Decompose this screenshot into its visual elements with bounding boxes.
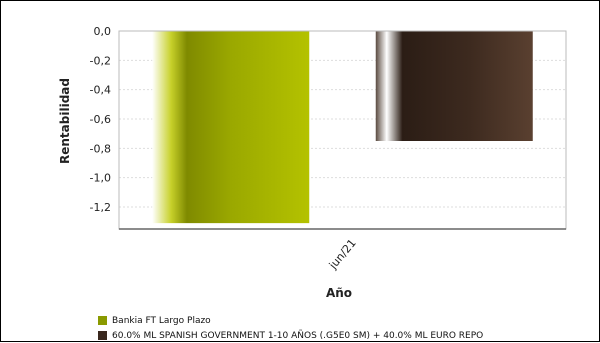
legend-item[interactable]: Bankia FT Largo Plazo [98, 313, 483, 328]
legend-label: Bankia FT Largo Plazo [112, 315, 211, 326]
y-tick-label: -0,6 [90, 113, 111, 126]
y-tick-label: -0,2 [90, 54, 111, 67]
y-tick-label: -1,2 [90, 201, 111, 214]
x-tick-label: jun/21 [326, 237, 359, 273]
y-tick-label: 0,0 [94, 25, 112, 38]
axes [118, 30, 567, 230]
legend-swatch-0 [98, 316, 107, 325]
y-tick-label: -0,4 [90, 84, 111, 97]
bar-0[interactable] [152, 31, 310, 224]
bar-1[interactable] [375, 31, 533, 141]
y-tick-label: -0,8 [90, 142, 111, 155]
legend-label: 60.0% ML SPANISH GOVERNMENT 1-10 AÑOS (.… [112, 330, 484, 341]
y-tick-label: -1,0 [90, 172, 111, 185]
bars [152, 31, 533, 224]
x-axis-title: Año [326, 286, 352, 300]
y-axis-title: Rentabilidad [58, 78, 72, 164]
legend: Bankia FT Largo Plazo 60.0% ML SPANISH G… [98, 313, 483, 343]
legend-swatch-1 [98, 331, 107, 340]
legend-item[interactable]: 60.0% ML SPANISH GOVERNMENT 1-10 AÑOS (.… [98, 328, 483, 343]
